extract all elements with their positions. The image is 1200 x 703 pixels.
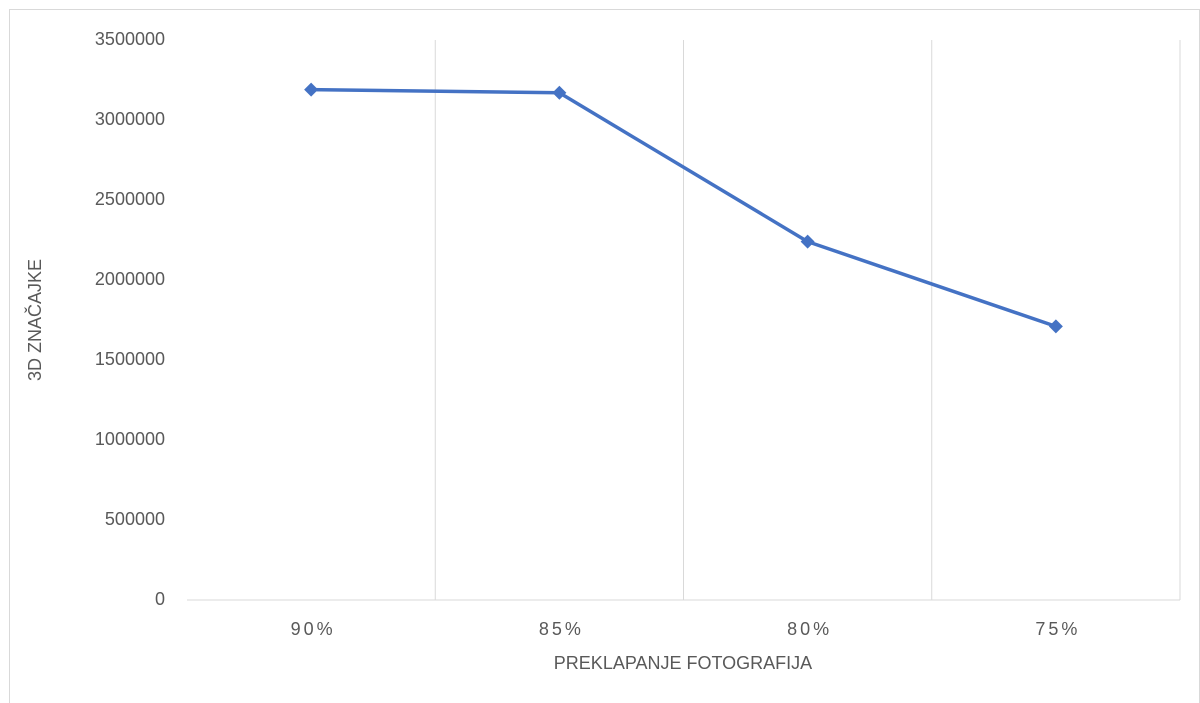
data-line [311,87,1057,329]
chart-border [9,9,1200,703]
y-tick-label: 0 [155,589,165,609]
y-tick-label: 1000000 [95,429,165,449]
y-tick-label: 500000 [105,509,165,529]
data-marker [800,234,815,249]
x-tick-label: 80% [787,619,832,639]
x-axis-title: PREKLAPANJE FOTOGRAFIJA [554,653,812,673]
data-marker [552,85,567,100]
y-tick-label: 2000000 [95,269,165,289]
y-tick-label: 3500000 [95,29,165,49]
y-tick-label: 3000000 [95,109,165,129]
y-tick-label: 1500000 [95,349,165,369]
x-tick-label: 85% [539,619,584,639]
data-marker [304,82,319,97]
data-marker [1048,319,1063,334]
x-tick-label: 75% [1035,619,1080,639]
x-tick-label: 90% [291,619,336,639]
y-axis-title: 3D ZNAČAJKE [24,259,45,381]
y-tick-label: 2500000 [95,189,165,209]
